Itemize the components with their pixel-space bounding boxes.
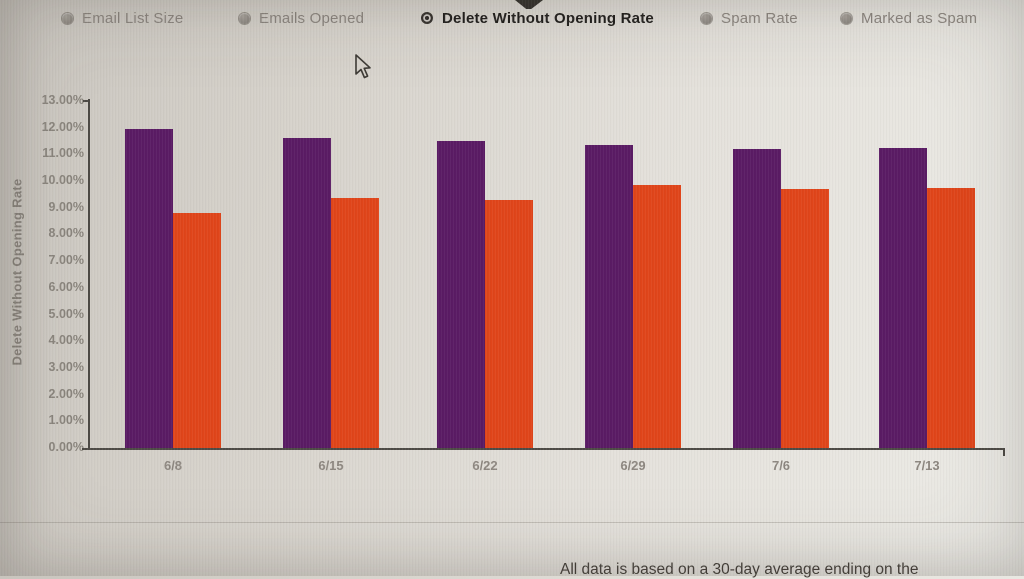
x-tick-label: 6/15 [318,458,344,473]
bar-orange-bars-6/29 [633,185,681,448]
section-divider [0,522,1024,523]
radio-selected-icon[interactable] [421,12,433,24]
bar-orange-bars-6/22 [485,199,533,448]
tab-label[interactable]: Marked as Spam [861,9,978,27]
tab-label[interactable]: Email List Size [82,9,184,27]
tab-marked-as-spam[interactable]: Marked as Spam [841,8,977,28]
bar-orange-bars-6/15 [331,198,379,448]
x-tick-label: 6/29 [620,458,646,473]
bar-orange-bars-7/6 [781,189,829,448]
radio-icon[interactable] [841,12,852,24]
y-tick-label: 3.00% [48,359,84,374]
y-axis-top-tick [83,100,89,102]
x-tick-label: 7/13 [914,458,940,473]
y-tick-label: 12.00% [41,119,84,134]
y-tick-label: 2.00% [48,386,84,401]
x-tick-label: 6/22 [472,458,498,473]
radio-icon[interactable] [239,12,250,24]
y-tick-label: 7.00% [48,253,84,268]
x-tick-label: 6/8 [163,458,183,473]
tab-delete-without-opening-rate[interactable]: Delete Without Opening Rate [421,8,654,28]
y-tick-label: 0.00% [48,440,84,454]
bar-purple-bars-6/22 [437,141,485,448]
y-tick-label: 1.00% [48,413,84,428]
y-tick-label: 6.00% [48,279,84,294]
y-tick-label: 8.00% [48,226,84,241]
bar-orange-bars-7/13 [927,187,975,448]
mouse-cursor-icon [355,54,371,79]
tab-email-list-size[interactable]: Email List Size [62,8,183,28]
tab-spam-rate[interactable]: Spam Rate [701,8,798,28]
bar-purple-bars-7/13 [879,147,927,448]
tab-label[interactable]: Emails Opened [259,9,365,27]
cutoff-pointer-shape [515,0,543,9]
radio-icon[interactable] [62,12,73,24]
x-tick-label: 7/6 [771,458,791,473]
tab-label[interactable]: Delete Without Opening Rate [442,9,654,27]
y-tick-label: 5.00% [48,306,84,321]
y-tick-label: 13.00% [41,93,84,107]
x-axis-end-tick [1003,448,1005,456]
bar-purple-bars-6/29 [585,145,633,448]
y-tick-label: 9.00% [48,199,84,214]
bar-purple-bars-6/15 [283,138,331,448]
bar-purple-bars-7/6 [733,149,781,448]
tab-label[interactable]: Spam Rate [721,9,798,27]
x-axis-line [82,448,1005,450]
bar-orange-bars-6/8 [173,213,221,448]
bar-purple-bars-6/8 [125,129,173,448]
y-tick-label: 11.00% [42,146,84,161]
tab-emails-opened[interactable]: Emails Opened [239,8,364,28]
y-tick-label: 10.00% [41,173,84,188]
footer-note-cutoff-text: All data is based on a 30-day average en… [560,561,919,578]
radio-icon[interactable] [701,12,712,24]
y-axis-line [88,99,90,450]
y-tick-label: 4.00% [48,333,84,348]
